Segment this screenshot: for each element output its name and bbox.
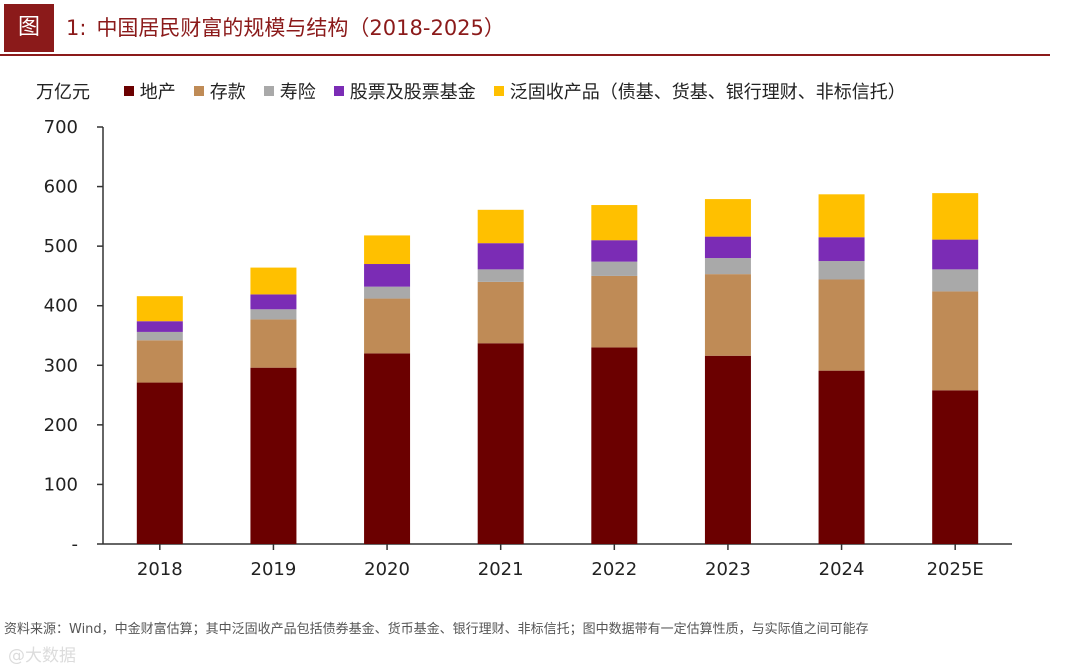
y-tick-label: 400 — [44, 296, 78, 317]
bar-segment — [818, 279, 865, 371]
legend-items: 地产 存款 寿险 股票及股票基金 泛固收产品（债基、货基、银行理财、非标信托） — [123, 82, 924, 103]
bar-segment — [250, 309, 297, 320]
figure-tag: 图 — [4, 4, 54, 52]
bar-segment — [932, 269, 979, 292]
x-tick-label: 2022 — [591, 559, 637, 580]
x-tick-label: 2019 — [251, 559, 297, 580]
x-tick-label: 2025E — [927, 559, 984, 580]
bar-segment — [591, 347, 638, 544]
bar-segment — [704, 258, 751, 275]
bar-segment — [364, 264, 411, 287]
bar-segment — [591, 205, 638, 241]
figure-header: 图 1: 中国居民财富的规模与结构（2018-2025） — [0, 0, 1050, 56]
bar-segment — [704, 236, 751, 259]
y-tick-label: - — [72, 534, 79, 555]
bar-segment — [477, 269, 524, 282]
bar-segment — [591, 275, 638, 348]
stacked-bar-chart: - 100 200 300 400 500 600 700 2018 2019 2020 2021 20… — [44, 117, 1012, 580]
y-tick-label: 300 — [44, 355, 78, 376]
legend-item: 存款 — [193, 78, 246, 104]
bar-segment — [136, 331, 183, 341]
bar-segment — [136, 382, 183, 544]
bar-segment — [250, 267, 297, 295]
y-tick-label: 100 — [44, 474, 78, 495]
figure-number: 1: — [66, 16, 87, 40]
bar-segment — [591, 240, 638, 262]
legend-swatch — [263, 86, 274, 96]
bar-segment — [818, 261, 865, 280]
bar-segment — [250, 319, 297, 368]
legend-label: 泛固收产品（债基、货基、银行理财、非标信托） — [509, 82, 906, 103]
bar-segment — [477, 343, 524, 544]
legend-label: 寿险 — [279, 82, 316, 103]
bar-segment — [704, 274, 751, 356]
legend-unit-label: 万亿元 — [36, 82, 90, 103]
bar-segment — [477, 281, 524, 344]
legend-swatch — [493, 86, 504, 96]
legend-swatch — [333, 86, 344, 96]
y-tick-label: 500 — [44, 236, 78, 257]
x-tick-label: 2023 — [705, 559, 751, 580]
bar-segment — [932, 239, 979, 270]
x-tick-label: 2018 — [137, 559, 183, 580]
legend-item: 地产 — [123, 78, 176, 104]
legend-label: 股票及股票基金 — [349, 82, 476, 103]
source-note: 资料来源：Wind，中金财富估算；其中泛固收产品包括债券基金、货币基金、银行理财… — [4, 622, 869, 637]
legend-swatch — [193, 86, 204, 96]
legend-swatch — [123, 86, 134, 96]
bar-segment — [818, 237, 865, 262]
bar-segment — [932, 291, 979, 391]
bar-segment — [477, 209, 524, 244]
bar-segment — [591, 261, 638, 276]
bar-segment — [364, 298, 411, 354]
legend-label: 地产 — [139, 82, 176, 103]
bar-segment — [704, 355, 751, 544]
watermark: @大数据 — [8, 646, 76, 666]
bar-segment — [932, 193, 979, 240]
bar-segment — [704, 199, 751, 237]
legend-item: 寿险 — [263, 78, 316, 104]
bar-segment — [364, 235, 411, 265]
bar-segment — [818, 370, 865, 544]
bar-segment — [250, 367, 297, 544]
y-tick-label: 600 — [44, 177, 78, 198]
bar-segment — [136, 296, 183, 322]
bar-segment — [250, 294, 297, 310]
bar-segment — [136, 321, 183, 332]
x-tick-label: 2021 — [478, 559, 524, 580]
y-tick-label: 200 — [44, 415, 78, 436]
legend-label: 存款 — [209, 82, 246, 103]
bar-segment — [477, 243, 524, 270]
bar-segment — [136, 340, 183, 383]
figure-title-text: 中国居民财富的规模与结构（2018-2025） — [96, 16, 505, 40]
y-tick-label: 700 — [44, 117, 78, 138]
bar-segment — [932, 390, 979, 544]
x-tick-label: 2020 — [364, 559, 410, 580]
legend-item: 泛固收产品（债基、货基、银行理财、非标信托） — [493, 78, 906, 104]
x-tick-label: 2024 — [819, 559, 865, 580]
bar-segment — [364, 286, 411, 299]
chart-legend: 万亿元 地产 存款 寿险 股票及股票基金 泛固收产品（债基、货基、银行理财、非标信托） — [36, 78, 924, 104]
legend-item: 股票及股票基金 — [333, 78, 476, 104]
bar-segment — [364, 353, 411, 544]
bar-segment — [818, 194, 865, 238]
figure-title: 1: 中国居民财富的规模与结构（2018-2025） — [66, 12, 515, 42]
